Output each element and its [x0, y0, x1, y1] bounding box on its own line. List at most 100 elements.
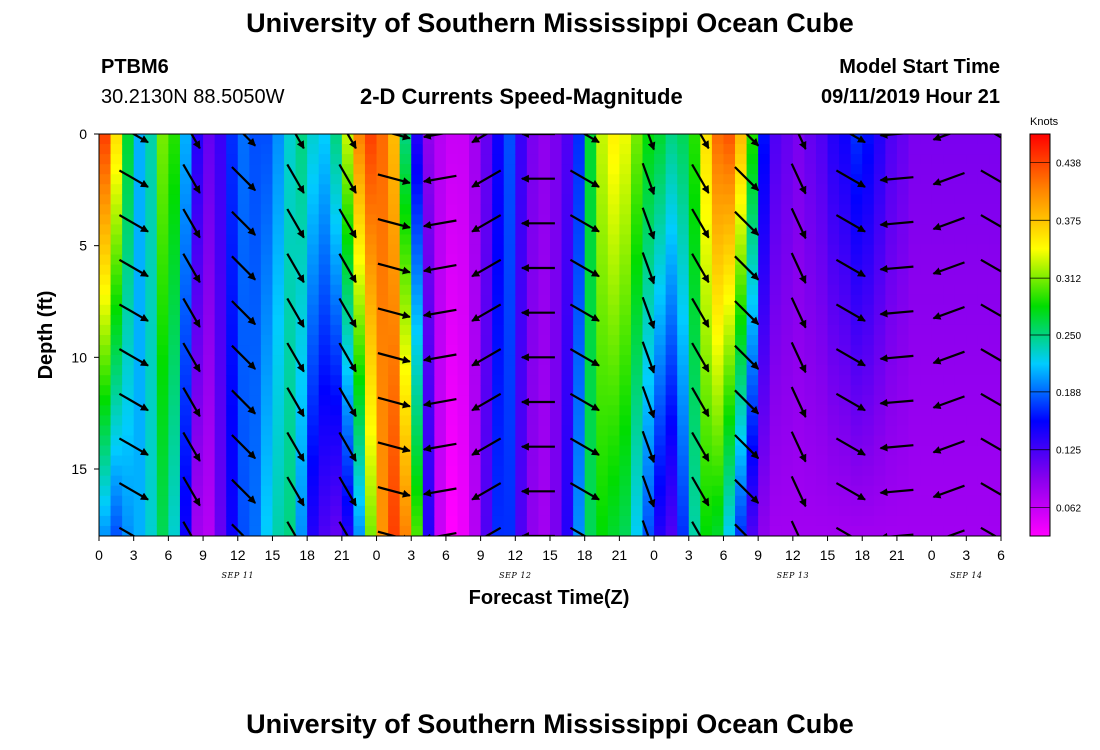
heatmap-cell	[966, 194, 979, 205]
heatmap-cell	[896, 284, 910, 296]
heatmap-cell	[399, 505, 412, 517]
heatmap-cell	[746, 234, 759, 246]
heatmap-cell	[665, 445, 678, 457]
current-vector	[471, 169, 502, 188]
heatmap-cell	[758, 244, 771, 256]
heatmap-cell	[469, 254, 482, 266]
heatmap-cell	[249, 505, 262, 517]
heatmap-cell	[943, 194, 956, 205]
heatmap-cell	[145, 144, 158, 155]
heatmap-cell	[804, 455, 817, 467]
heatmap-cell	[469, 375, 482, 386]
heatmap-cell	[145, 284, 158, 296]
heatmap-cell	[145, 485, 158, 497]
heatmap-cell	[284, 445, 297, 457]
heatmap-cell	[272, 194, 285, 205]
heatmap-cell	[341, 335, 355, 346]
heatmap-cell	[445, 365, 459, 376]
heatmap-cell	[885, 164, 898, 175]
heatmap-cell	[769, 244, 782, 256]
heatmap-cell	[688, 515, 701, 527]
heatmap-cell	[156, 184, 169, 195]
heatmap-cell	[214, 505, 227, 517]
heatmap-cell	[341, 355, 355, 366]
heatmap-cell	[908, 294, 921, 306]
heatmap-cell	[503, 375, 516, 386]
heatmap-cell	[908, 174, 921, 185]
heatmap-cell	[260, 375, 274, 386]
heatmap-cell	[110, 154, 123, 165]
heatmap-cell	[492, 274, 505, 286]
heatmap-cell	[943, 405, 956, 416]
heatmap-cell	[341, 385, 355, 396]
heatmap-cell	[769, 455, 782, 467]
heatmap-cell	[989, 335, 1001, 346]
heatmap-cell	[445, 385, 459, 396]
heatmap-cell	[445, 184, 459, 195]
heatmap-cell	[480, 515, 493, 527]
heatmap-cell	[792, 385, 806, 396]
heatmap-cell	[156, 164, 169, 175]
heatmap-cell	[110, 495, 123, 507]
heatmap-cell	[156, 134, 169, 145]
heatmap-cell	[226, 164, 239, 175]
heatmap-cell	[665, 395, 678, 406]
current-vector	[980, 392, 1001, 407]
heatmap-cell	[284, 515, 297, 527]
heatmap-cell	[862, 435, 875, 447]
heatmap-cell	[272, 274, 285, 286]
heatmap-cell	[353, 515, 366, 527]
heatmap-cell	[723, 224, 736, 236]
heatmap-cell	[896, 194, 910, 205]
heatmap-cell	[665, 224, 678, 236]
heatmap-cell	[122, 505, 135, 517]
heatmap-cell	[411, 324, 424, 336]
heatmap-cell	[920, 174, 933, 185]
heatmap-cell	[677, 274, 690, 286]
heatmap-cell	[272, 435, 285, 447]
heatmap-cell	[110, 415, 123, 427]
heatmap-cell	[399, 375, 412, 386]
heatmap-cell	[191, 425, 204, 437]
heatmap-cell	[272, 445, 285, 457]
heatmap-cell	[203, 425, 216, 437]
heatmap-cell	[145, 264, 158, 276]
heatmap-cell	[469, 415, 482, 427]
heatmap-cell	[654, 294, 667, 306]
heatmap-cell	[133, 244, 146, 256]
heatmap-cell	[110, 405, 123, 416]
heatmap-cell	[457, 365, 470, 376]
heatmap-cell	[873, 405, 886, 416]
heatmap-cell	[677, 485, 690, 497]
heatmap-cell	[307, 515, 320, 527]
heatmap-cell	[156, 405, 169, 416]
heatmap-cell	[839, 294, 852, 306]
heatmap-cell	[318, 525, 331, 536]
heatmap-cell	[781, 435, 794, 447]
current-vector	[641, 386, 656, 419]
heatmap-cell	[839, 144, 852, 155]
heatmap-cell	[804, 134, 817, 145]
heatmap-cell	[862, 395, 875, 406]
heatmap-cell	[711, 274, 725, 286]
heatmap-cell	[191, 435, 204, 447]
heatmap-cell	[503, 465, 516, 477]
heatmap-cell	[388, 304, 401, 316]
heatmap-cell	[364, 495, 378, 507]
heatmap-cell	[515, 284, 528, 296]
heatmap-cell	[966, 515, 979, 527]
heatmap-cell	[850, 345, 863, 356]
heatmap-cell	[515, 375, 528, 386]
heatmap-cell	[179, 435, 193, 447]
heatmap-cell	[550, 475, 563, 487]
heatmap-cell	[376, 485, 389, 497]
heatmap-cell	[781, 264, 794, 276]
heatmap-cell	[815, 244, 829, 256]
heatmap-cell	[550, 465, 563, 477]
heatmap-cell	[422, 204, 435, 215]
heatmap-cell	[156, 174, 169, 185]
current-vector	[422, 487, 457, 497]
heatmap-cell	[156, 425, 169, 437]
heatmap-cell	[827, 284, 840, 296]
current-vector	[932, 439, 965, 454]
